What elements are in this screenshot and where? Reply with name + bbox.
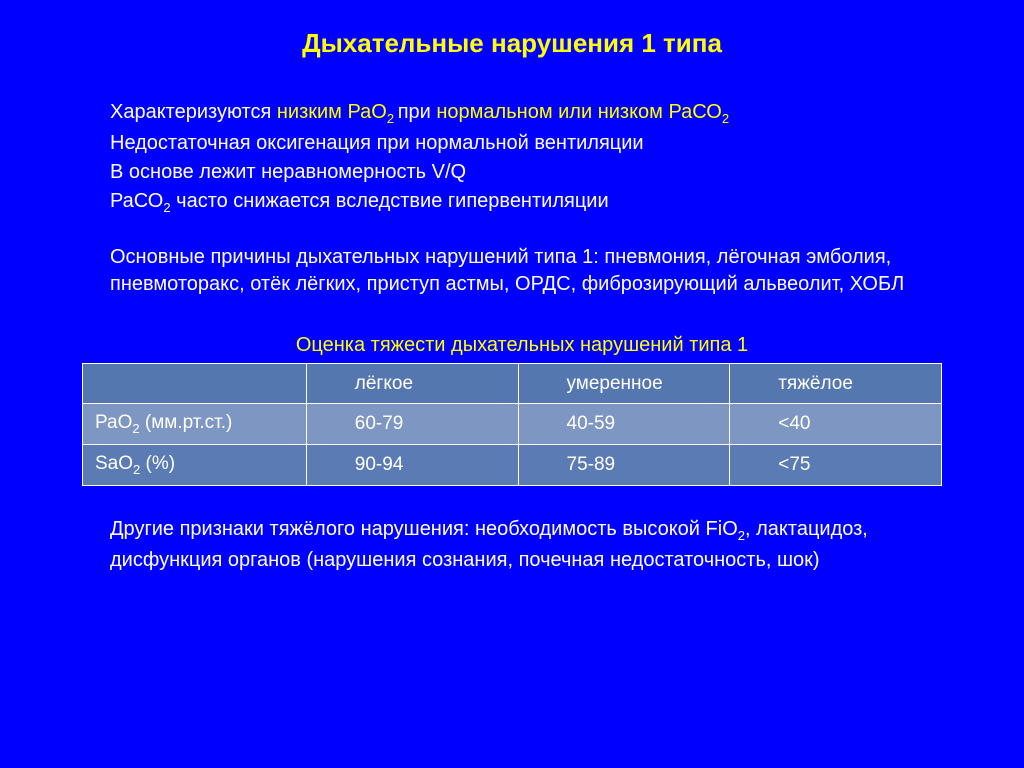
l4-sub: 2 (163, 200, 170, 215)
row2-v1: 90-94 (306, 444, 518, 485)
row1-v3: <40 (730, 404, 942, 445)
table-row-pao2: РаО2 (мм.рт.ст.) 60-79 40-59 <40 (83, 404, 942, 445)
table-caption: Оценка тяжести дыхательных нарушений тип… (110, 334, 934, 357)
intro-line-2: Недостаточная оксигенация при нормальной… (110, 130, 934, 157)
footer-block: Другие признаки тяжёлого нарушения: необ… (0, 486, 1024, 576)
row2-label-b: (%) (140, 453, 175, 474)
th-severe: тяжёлое (730, 364, 942, 404)
intro-sub-1: 2 (387, 111, 398, 126)
row1-v2: 40-59 (518, 404, 730, 445)
row1-v1: 60-79 (306, 404, 518, 445)
intro-sub-2: 2 (722, 111, 729, 126)
row2-label: SaO2 (%) (83, 444, 307, 485)
row1-label-sub: 2 (132, 421, 139, 436)
content-block: Характеризуются низким РаО2 при нормальн… (0, 59, 1024, 357)
row2-label-a: SaO (95, 453, 133, 474)
table-header-row: лёгкое умеренное тяжёлое (83, 364, 942, 404)
footer-sub: 2 (738, 528, 745, 543)
l4-a: РаСО (110, 190, 163, 212)
th-empty (83, 364, 307, 404)
intro-prefix: Характеризуются (110, 101, 277, 123)
intro-line-1: Характеризуются низким РаО2 при нормальн… (110, 99, 934, 128)
intro-mid: при (398, 101, 437, 123)
causes-block: Основные причины дыхательных нарушений т… (110, 244, 934, 298)
th-mild: лёгкое (306, 364, 518, 404)
slide-title: Дыхательные нарушения 1 типа (0, 0, 1024, 59)
intro-highlight-1: низким РаО (277, 101, 387, 123)
row1-label-a: РаО (95, 412, 132, 433)
row1-label-b: (мм.рт.ст.) (140, 412, 233, 433)
severity-table: лёгкое умеренное тяжёлое РаО2 (мм.рт.ст.… (82, 363, 942, 486)
row2-v3: <75 (730, 444, 942, 485)
row1-label: РаО2 (мм.рт.ст.) (83, 404, 307, 445)
intro-line-3: В основе лежит неравномерность V/Q (110, 159, 934, 186)
th-moderate: умеренное (518, 364, 730, 404)
intro-highlight-2: нормальном или низком РаСО (436, 101, 721, 123)
intro-line-4: РаСО2 часто снижается вследствие гиперве… (110, 188, 934, 217)
row2-v2: 75-89 (518, 444, 730, 485)
table-row-sao2: SaO2 (%) 90-94 75-89 <75 (83, 444, 942, 485)
l4-b: часто снижается вследствие гипервентиляц… (171, 190, 609, 212)
footer-a: Другие признаки тяжёлого нарушения: необ… (110, 518, 738, 540)
